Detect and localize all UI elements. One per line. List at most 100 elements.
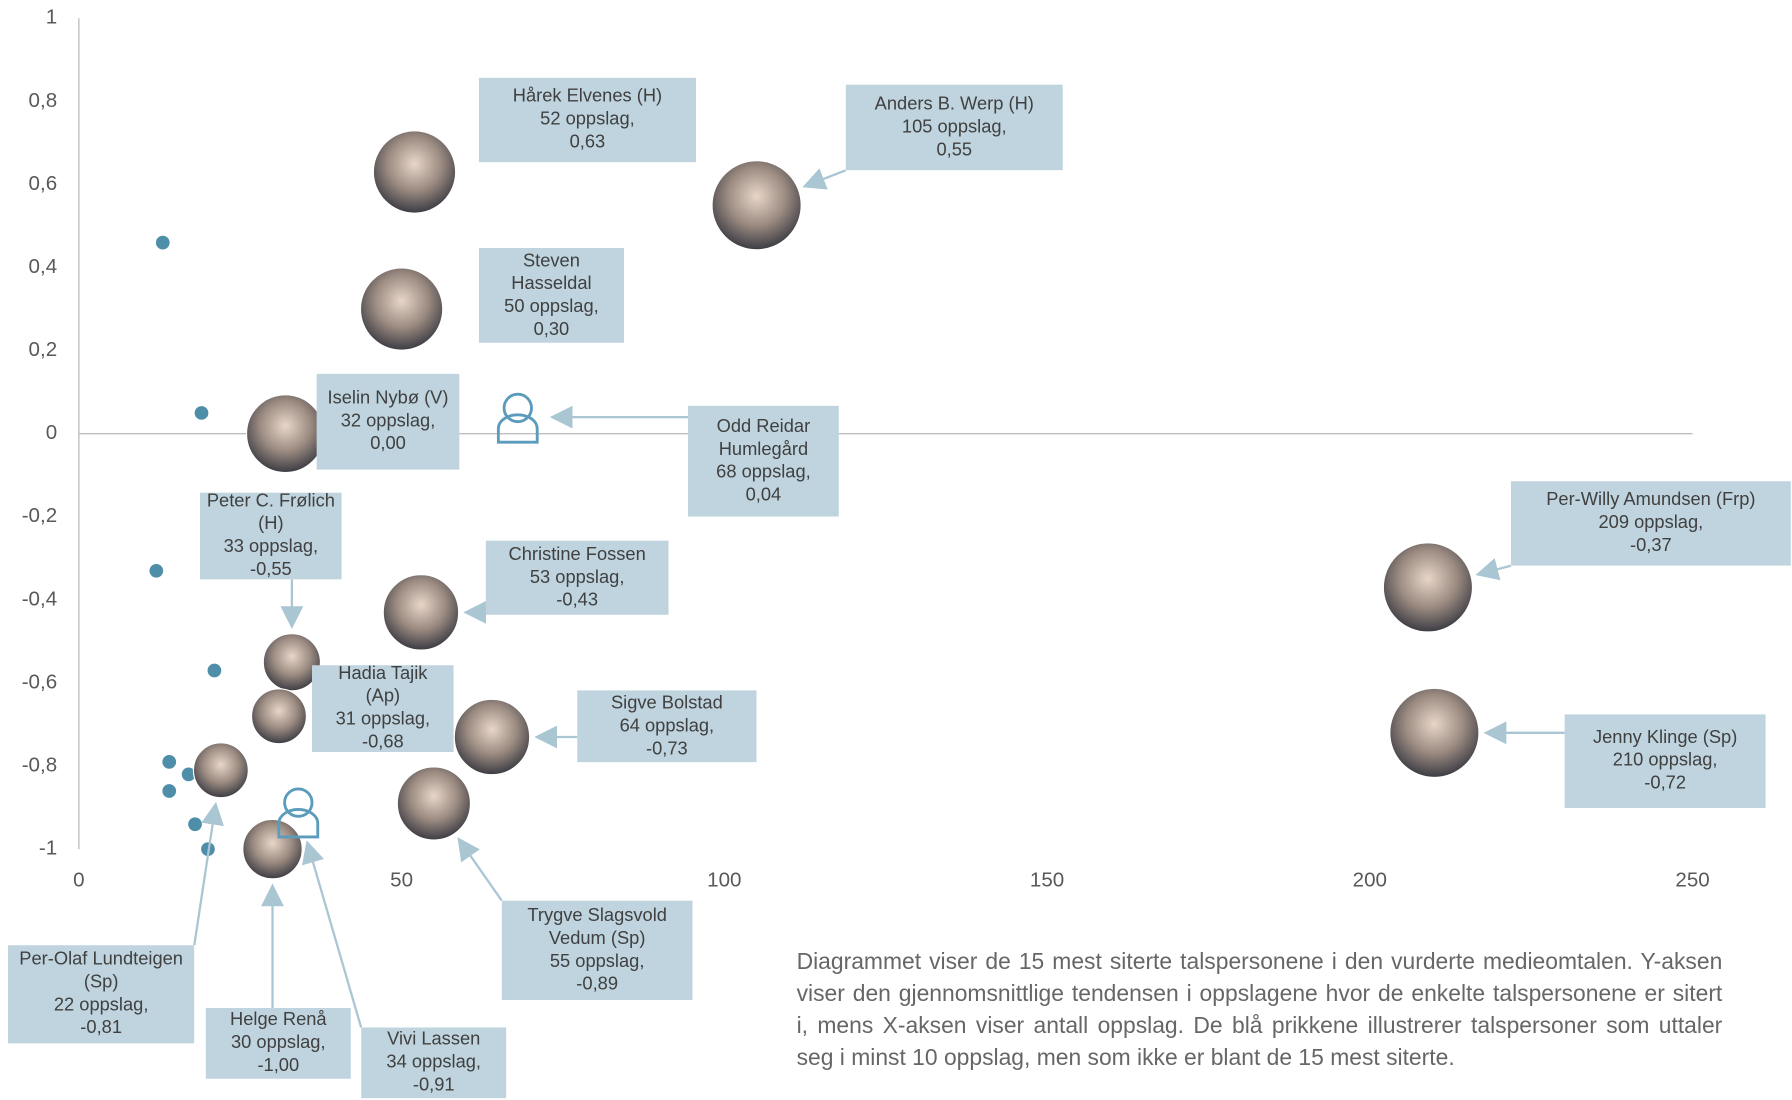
label: Steven Hasseldal 50 oppslag, 0,30 bbox=[478, 248, 624, 343]
y-tick-label: -0,2 bbox=[22, 504, 57, 527]
point bbox=[207, 663, 222, 678]
x-tick-label: 50 bbox=[390, 869, 413, 892]
x-tick-label: 200 bbox=[1353, 869, 1387, 892]
label: Trygve Slagsvold Vedum (Sp) 55 oppslag, -0… bbox=[501, 900, 693, 1000]
x-tick-label: 100 bbox=[707, 869, 741, 892]
person-photo bbox=[1389, 687, 1480, 778]
person-photo bbox=[262, 633, 322, 692]
person-photo bbox=[250, 688, 307, 745]
label-box: Anders B. Werp (H) 105 oppslag, 0,55 bbox=[845, 84, 1063, 171]
description-box: Diagrammet viser de 15 mest siterte tals… bbox=[797, 950, 1723, 1071]
y-tick-label: 0,8 bbox=[29, 89, 58, 112]
person-name: Odd Reidar Humlegård bbox=[716, 416, 811, 459]
label-box: Hårek Elvenes (H)52 oppslag,0,63 bbox=[478, 77, 696, 163]
person-photo bbox=[245, 394, 325, 474]
person-icon bbox=[277, 787, 320, 839]
x-value-label: 33 oppslag, bbox=[223, 537, 319, 557]
person-photo bbox=[372, 130, 457, 214]
person-name: Peter C. Frølich (H) bbox=[206, 492, 335, 534]
label: Anders B. Werp (H) 105 oppslag, 0,55 bbox=[845, 84, 1063, 171]
point bbox=[155, 235, 170, 250]
icon-body bbox=[277, 808, 320, 839]
person-photo bbox=[711, 160, 802, 251]
y-value-label: -0,91 bbox=[412, 1075, 455, 1095]
x-value-label: 32 oppslag, bbox=[340, 411, 436, 431]
y-value-label: -0,72 bbox=[1644, 773, 1686, 794]
person-name: Helge Renå bbox=[230, 1010, 327, 1030]
y-value-label: 0,04 bbox=[745, 485, 782, 505]
icon-head bbox=[502, 392, 533, 424]
y-tick-label: -0,8 bbox=[22, 753, 57, 776]
person-name: Iselin Nybø (V) bbox=[327, 388, 449, 408]
label: Hårek Elvenes (H) 52 oppslag, 0,63 bbox=[478, 77, 696, 163]
x-value-label: 22 oppslag, bbox=[53, 995, 149, 1015]
y-value-label: 0,30 bbox=[533, 319, 570, 339]
y-value-label: -0,55 bbox=[250, 560, 292, 580]
person-photo bbox=[396, 766, 472, 841]
arrow bbox=[1475, 558, 1512, 581]
point bbox=[188, 817, 202, 832]
label-box: Helge Renå 30 oppslag, -1,00 bbox=[205, 1008, 351, 1079]
x-value-label: 68 oppslag, bbox=[716, 462, 811, 482]
label-box: Per-Willy Amundsen (Frp) 209 oppslag, -0,3… bbox=[1510, 481, 1791, 566]
point bbox=[162, 755, 177, 769]
label-box: Trygve Slagsvold Vedum (Sp) 55 oppslag, -0… bbox=[501, 900, 693, 1000]
y-value-label: -0,37 bbox=[1630, 536, 1672, 556]
y-tick-label: 0 bbox=[46, 421, 57, 444]
x-value-label: 105 oppslag, bbox=[901, 117, 1007, 137]
label: Per-Olaf Lundteigen (Sp) 22 oppslag, -0,81 bbox=[8, 945, 195, 1044]
person-name: Vivi Lassen bbox=[387, 1029, 481, 1050]
y-tick-label: 1 bbox=[46, 6, 57, 29]
x-value-label: 53 oppslag, bbox=[529, 567, 625, 587]
label: Odd Reidar Humlegård 68 oppslag, 0,04 bbox=[688, 405, 839, 517]
arrow bbox=[457, 837, 503, 902]
x-value-label: 55 oppslag, bbox=[549, 951, 645, 971]
x-value-label: 34 oppslag, bbox=[386, 1052, 481, 1072]
label-box: Sigve Bolstad 64 oppslag,-0,73 bbox=[577, 690, 757, 763]
label-box: Peter C. Frølich (H) 33 oppslag, -0,55 bbox=[200, 492, 342, 580]
person-photo bbox=[242, 818, 303, 880]
label: Christine Fossen 53 oppslag, -0,43 bbox=[485, 540, 669, 615]
x-value-label: 52 oppslag, bbox=[540, 109, 635, 130]
point bbox=[194, 406, 209, 420]
label: Jenny Klinge (Sp) 210 oppslag, -0,72 bbox=[1564, 714, 1766, 808]
person-name: Per-Olaf Lundteigen (Sp) bbox=[19, 949, 183, 992]
label-box: Per-Olaf Lundteigen (Sp) 22 oppslag, -0,81 bbox=[8, 945, 195, 1044]
x-value-label: 50 oppslag, bbox=[504, 296, 599, 316]
label-box: Iselin Nybø (V) 32 oppslag, 0,00 bbox=[316, 373, 460, 470]
label: Peter C. Frølich (H) 33 oppslag, -0,55 bbox=[200, 492, 342, 580]
y-value-label: -0,68 bbox=[362, 732, 404, 752]
person-name: Sigve Bolstad bbox=[610, 693, 723, 713]
x-tick-label: 150 bbox=[1030, 869, 1064, 892]
x-value-label: 30 oppslag, bbox=[231, 1033, 326, 1053]
person-photo bbox=[1382, 542, 1474, 633]
y-value-label: 0,00 bbox=[370, 434, 406, 454]
arrow bbox=[302, 840, 363, 1028]
y-tick-label: 0,4 bbox=[29, 255, 58, 278]
person-name: Anders B. Werp (H) bbox=[874, 94, 1034, 114]
person-photo bbox=[359, 267, 444, 351]
y-tick-label: 0,6 bbox=[29, 172, 58, 195]
y-value-label: -0,73 bbox=[646, 738, 688, 759]
person-name: Steven Hasseldal bbox=[511, 250, 592, 294]
y-tick-label: 0,2 bbox=[29, 338, 58, 361]
point bbox=[162, 784, 177, 798]
icon-head bbox=[283, 787, 314, 818]
person-name: Per-Willy Amundsen (Frp) bbox=[1546, 490, 1756, 510]
x-tick-label: 0 bbox=[73, 869, 84, 892]
y-value-label: 0,63 bbox=[569, 132, 606, 152]
person-photo bbox=[192, 742, 249, 799]
person-photo bbox=[453, 698, 531, 776]
label-box: Odd Reidar Humlegård 68 oppslag, 0,04 bbox=[688, 405, 839, 517]
label-box: Jenny Klinge (Sp)210 oppslag,-0,72 bbox=[1564, 714, 1766, 808]
person-name: Hårek Elvenes (H) bbox=[512, 86, 663, 107]
person-icon bbox=[496, 392, 539, 444]
person-name: Jenny Klinge (Sp) bbox=[1592, 728, 1738, 748]
label: Sigve Bolstad 64 oppslag, -0,73 bbox=[577, 690, 757, 763]
arrow bbox=[802, 168, 847, 190]
person-photo bbox=[382, 574, 460, 651]
y-value-label: -0,81 bbox=[80, 1018, 122, 1038]
person-name: Christine Fossen bbox=[508, 544, 646, 564]
